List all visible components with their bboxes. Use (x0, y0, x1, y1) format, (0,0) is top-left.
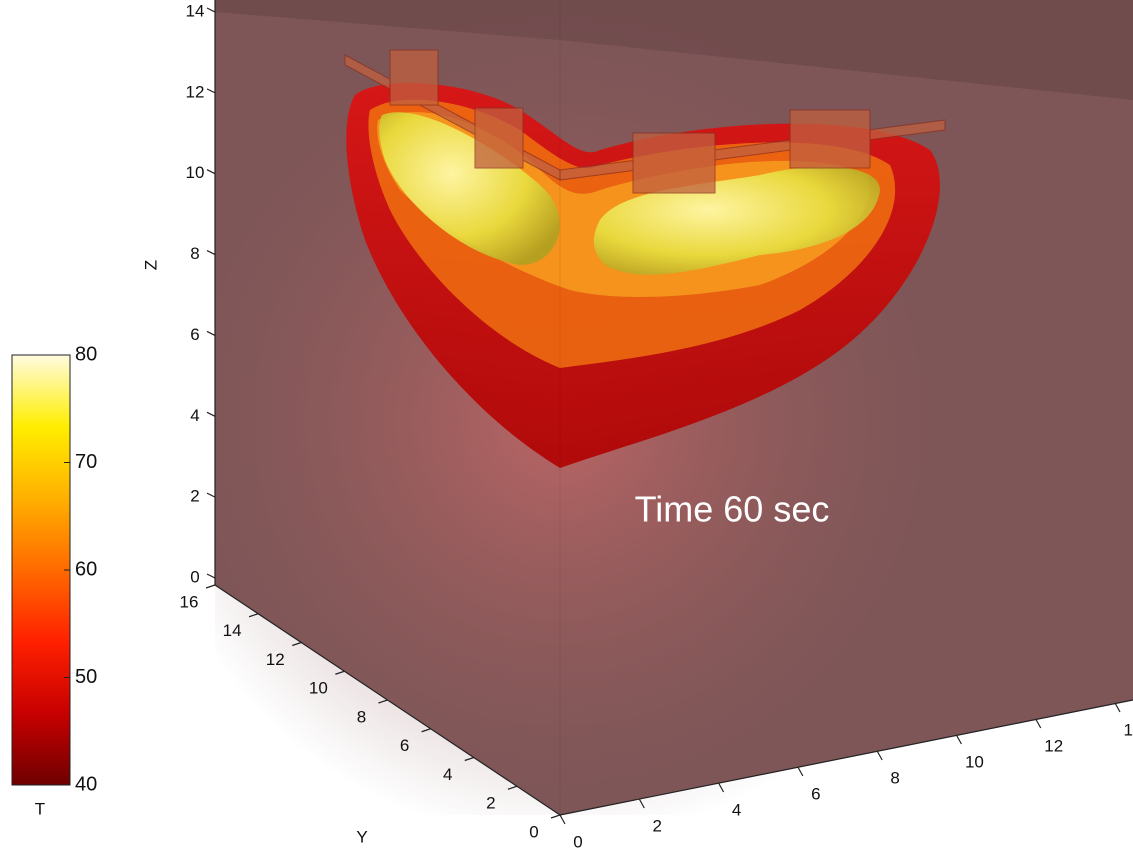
tick-mark (638, 798, 645, 809)
tick-mark (378, 699, 388, 704)
isosurface-core-right (593, 166, 880, 275)
tick-mark (876, 750, 883, 761)
tick-mark (507, 785, 518, 790)
tick-label: 4 (732, 800, 741, 819)
tick-label: 0 (529, 822, 538, 841)
tick-label: 10 (965, 752, 984, 771)
tick-mark (797, 766, 804, 777)
tick-label: 2 (653, 816, 662, 835)
tick-label: 12 (1044, 736, 1063, 755)
tick-label: 14 (223, 621, 242, 640)
tick-label: 12 (186, 82, 205, 101)
colorbar (11, 354, 71, 786)
tick-label: 8 (890, 768, 899, 787)
tick-label: 8 (357, 707, 366, 726)
x-axis (559, 699, 1133, 816)
tick-mark (206, 492, 216, 498)
tick-label: 16 (180, 592, 199, 611)
tick-label: 2 (190, 487, 199, 506)
tick-mark (421, 728, 431, 733)
tick-label: 6 (811, 784, 820, 803)
tick-mark (550, 814, 561, 819)
tick-mark (206, 169, 216, 175)
tick-label: 6 (400, 736, 409, 755)
tick-mark (1114, 702, 1121, 713)
tick-label: 10 (309, 679, 328, 698)
tick-label: 10 (186, 163, 205, 182)
tick-mark (248, 613, 259, 618)
colorbar-tick-label: 80 (75, 343, 97, 365)
tick-mark (206, 7, 216, 13)
annotation: Time 60 sec (635, 489, 830, 530)
tick-mark (1035, 718, 1042, 729)
tick-mark (206, 411, 216, 417)
colorbar-tick-label: 40 (75, 773, 97, 795)
colorbar-tick-label: 70 (75, 451, 97, 473)
tick-label: 0 (573, 832, 582, 851)
tick-label: 12 (266, 650, 285, 669)
colorbar-label: T (35, 799, 45, 818)
tick-label: 0 (190, 567, 199, 586)
colorbar-tick-label: 50 (75, 666, 97, 688)
y-axis-label: Y (356, 827, 367, 846)
tick-label: 4 (190, 406, 199, 425)
isosurface-core-left (379, 112, 560, 265)
electrodes (344, 49, 946, 194)
tick-mark (205, 584, 216, 589)
tick-label: 6 (190, 325, 199, 344)
z-axis-label: Z (141, 260, 160, 270)
tick-mark (206, 250, 216, 256)
tick-mark (206, 573, 216, 579)
tick-mark (464, 756, 474, 762)
tick-label: 4 (443, 765, 452, 784)
tick-mark (292, 641, 302, 647)
colorbar-tick-label: 60 (75, 558, 97, 580)
tick-mark (559, 814, 566, 825)
tick-label: 14 (186, 1, 205, 20)
volume-box (215, 0, 1133, 815)
tick-mark (955, 734, 962, 745)
tick-mark (718, 782, 725, 793)
tick-label: 2 (486, 794, 495, 813)
tick-mark (206, 330, 216, 336)
tick-mark (335, 670, 345, 675)
tick-label: 8 (190, 244, 199, 263)
tick-label: 14 (1124, 720, 1133, 739)
tick-mark (206, 88, 216, 94)
